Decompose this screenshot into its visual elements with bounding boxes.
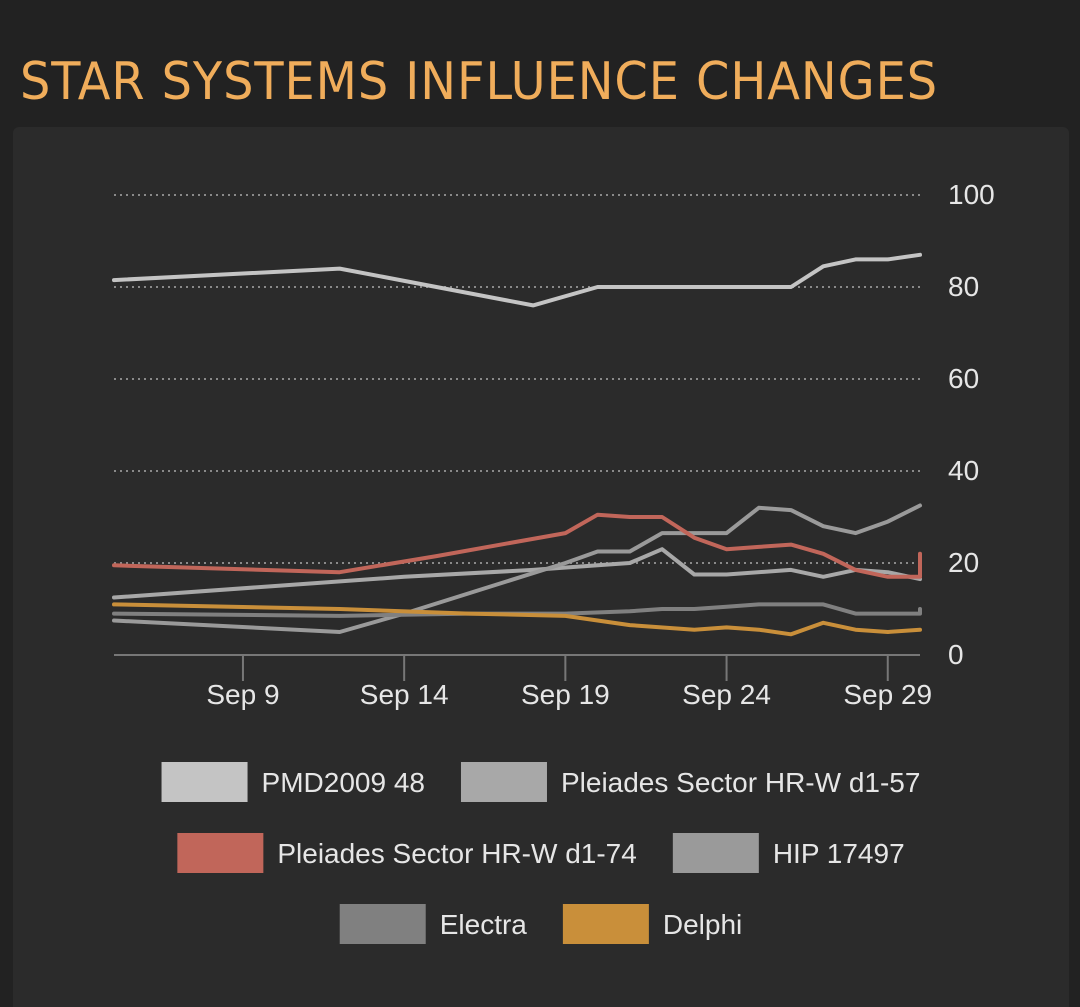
legend-label[interactable]: Pleiades Sector HR-W d1-74 <box>277 838 636 869</box>
y-tick-label: 40 <box>948 455 979 486</box>
y-tick-label: 0 <box>948 639 964 670</box>
x-tick-label: Sep 14 <box>360 679 449 710</box>
series-line-pleiades-sector-hr-w-d1-57 <box>112 547 922 600</box>
legend-swatch[interactable] <box>339 904 426 944</box>
x-tick-label: Sep 24 <box>682 679 771 710</box>
series-line-pmd2009-48 <box>112 252 922 308</box>
page-title: STAR SYSTEMS INFLUENCE CHANGES <box>20 52 939 112</box>
legend-label[interactable]: PMD2009 48 <box>262 767 425 798</box>
legend-label[interactable]: Pleiades Sector HR-W d1-57 <box>561 767 920 798</box>
chart-panel: 0 20 40 60 80 100 Sep 9 Sep 14 Sep 19 Sep 24 Sep 2… <box>13 127 1069 1007</box>
x-tick-label: Sep 29 <box>843 679 932 710</box>
legend-label[interactable]: Electra <box>440 909 528 940</box>
x-tick-label: Sep 9 <box>206 679 279 710</box>
legend-swatch[interactable] <box>562 904 649 944</box>
y-tick-label: 60 <box>948 363 979 394</box>
y-tick-label: 80 <box>948 271 979 302</box>
legend-label[interactable]: Delphi <box>663 909 742 940</box>
line-chart: 0 20 40 60 80 100 Sep 9 Sep 14 Sep 19 Sep 24 Sep 2… <box>112 179 995 944</box>
series-line-pleiades-sector-hr-w-d1-74 <box>112 512 922 579</box>
series-line-delphi <box>112 602 922 637</box>
y-tick-label: 20 <box>948 547 979 578</box>
legend-label[interactable]: HIP 17497 <box>773 838 905 869</box>
series-line-hip-17497 <box>112 503 922 634</box>
y-tick-label: 100 <box>948 179 995 210</box>
legend-swatch[interactable] <box>672 833 759 873</box>
legend-swatch[interactable] <box>177 833 264 873</box>
legend-swatch[interactable] <box>161 762 248 802</box>
legend-swatch[interactable] <box>460 762 547 802</box>
x-tick-label: Sep 19 <box>521 679 610 710</box>
